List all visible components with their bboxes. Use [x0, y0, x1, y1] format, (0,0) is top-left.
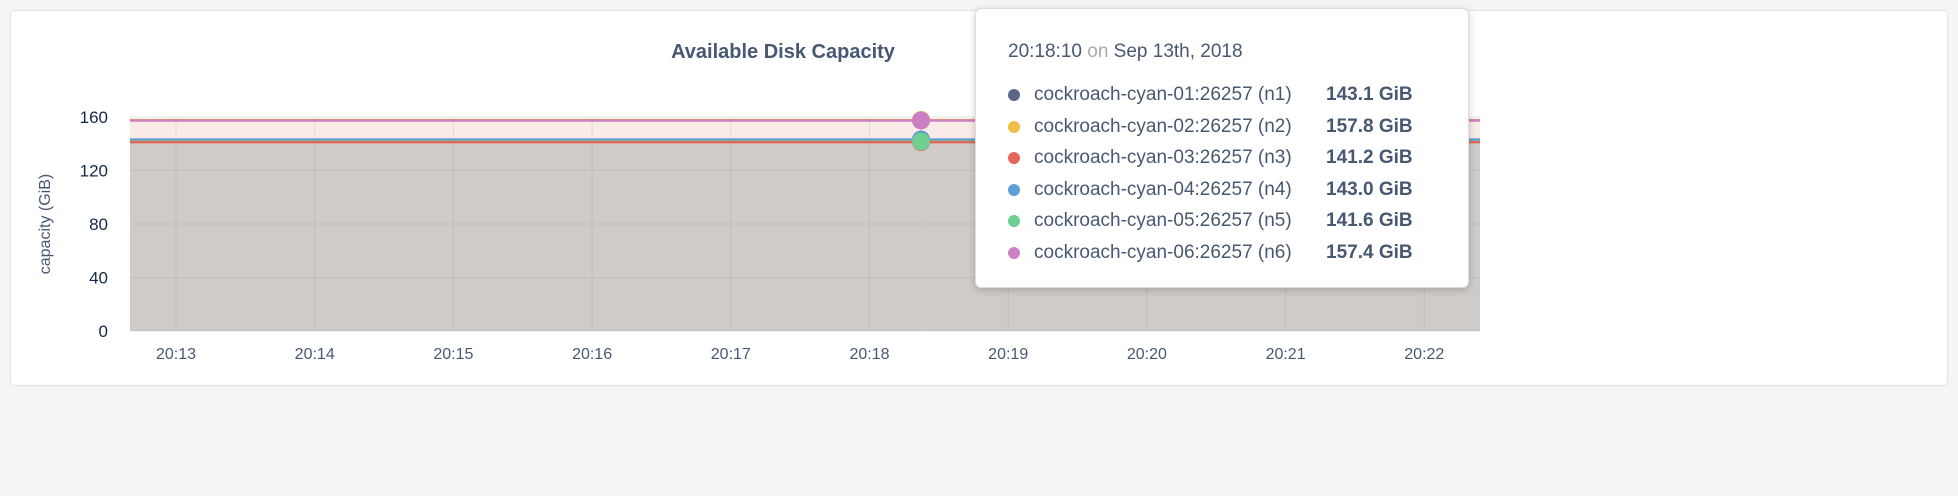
tooltip-series-name: cockroach-cyan-01:26257 (n1)	[1034, 84, 1292, 105]
tooltip-row: cockroach-cyan-05:26257 (n5) 141.6 GiB	[1008, 206, 1413, 236]
x-tick-label: 20:20	[1127, 346, 1167, 363]
x-tick-label: 20:19	[988, 346, 1028, 363]
x-tick-label: 20:14	[295, 346, 335, 363]
tooltip-row: cockroach-cyan-06:26257 (n6) 157.4 GiB	[1008, 238, 1413, 268]
tooltip-series-name: cockroach-cyan-02:26257 (n2)	[1034, 115, 1292, 137]
tooltip-on: on	[1087, 41, 1109, 62]
tooltip-series-value: 143.1 GiB	[1326, 84, 1413, 105]
series-color-dot-icon	[1008, 120, 1020, 133]
y-axis-label: capacity (GiB)	[37, 174, 54, 274]
tooltip-date: Sep 13th, 2018	[1113, 41, 1243, 62]
y-tick-label: 0	[99, 322, 108, 341]
series-color-dot-icon	[1008, 215, 1020, 227]
x-tick-label: 20:17	[711, 346, 751, 363]
hover-point	[912, 132, 930, 151]
series-color-dot-icon	[1008, 152, 1020, 164]
tooltip-header: 20:18:10 on Sep 13th, 2018	[1008, 41, 1243, 63]
tooltip-series-value: 141.2 GiB	[1326, 147, 1413, 168]
tooltip-series-name: cockroach-cyan-05:26257 (n5)	[1034, 210, 1292, 231]
tooltip-series-name: cockroach-cyan-04:26257 (n4)	[1034, 178, 1292, 200]
x-tick-label: 20:15	[433, 346, 473, 363]
tooltip-row: cockroach-cyan-01:26257 (n1) 143.1 GiB	[1008, 80, 1413, 110]
x-tick-label: 20:18	[849, 346, 889, 363]
tooltip-series-value: 143.0 GiB	[1326, 178, 1413, 200]
x-tick-label: 20:13	[156, 346, 196, 363]
x-tick-label: 20:22	[1404, 346, 1444, 363]
hover-tooltip: 20:18:10 on Sep 13th, 2018 cockroach-cya…	[975, 8, 1469, 288]
hover-point	[912, 111, 930, 130]
chart-title: Available Disk Capacity	[671, 41, 896, 63]
tooltip-series-name: cockroach-cyan-03:26257 (n3)	[1034, 147, 1292, 168]
y-tick-label: 80	[89, 215, 108, 234]
x-tick-label: 20:21	[1266, 346, 1306, 363]
x-tick-label: 20:16	[572, 346, 612, 363]
tooltip-series-value: 157.4 GiB	[1326, 241, 1413, 263]
series-color-dot-icon	[1008, 89, 1020, 101]
tooltip-series-name: cockroach-cyan-06:26257 (n6)	[1034, 241, 1292, 263]
y-tick-label: 40	[89, 269, 108, 288]
tooltip-row: cockroach-cyan-04:26257 (n4) 143.0 GiB	[1008, 175, 1413, 205]
tooltip-series-value: 141.6 GiB	[1326, 210, 1413, 231]
tooltip-series-value: 157.8 GiB	[1326, 115, 1413, 137]
series-color-dot-icon	[1008, 246, 1020, 259]
tooltip-row: cockroach-cyan-03:26257 (n3) 141.2 GiB	[1008, 143, 1413, 173]
y-tick-label: 160	[80, 108, 108, 127]
y-tick-label: 120	[80, 162, 108, 181]
series-color-dot-icon	[1008, 183, 1020, 196]
tooltip-time: 20:18:10	[1008, 41, 1082, 62]
tooltip-row: cockroach-cyan-02:26257 (n2) 157.8 GiB	[1008, 112, 1413, 142]
